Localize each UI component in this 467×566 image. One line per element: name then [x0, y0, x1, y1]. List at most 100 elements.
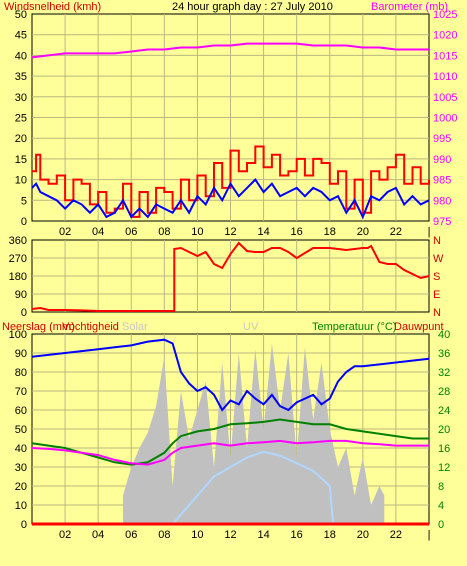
panel-3-right-ticks: 0 4 8 12 16 20 24 28 32 36 40: [438, 329, 450, 531]
series-temperatuur-line: [31, 418, 429, 466]
right-tick-label: 985: [433, 175, 451, 187]
left-tick-label: 100: [9, 329, 27, 341]
panel-1-right-ticks: 975 980 985 990 995 1000 1005 1010 1015 1020 1025: [433, 9, 457, 228]
left-tick-label: 30: [15, 92, 27, 104]
x-tick-label: 14: [257, 529, 269, 541]
x-tick-label: 06: [125, 529, 137, 541]
panel-3-right-axis-label: Temperatuur (°C): [312, 321, 396, 333]
x-tick-label: 14: [257, 226, 269, 238]
left-tick-label: 10: [15, 175, 27, 187]
left-tick-label: 20: [15, 481, 27, 493]
right-tick-label: 1005: [433, 92, 457, 104]
panel-3-series: [31, 338, 430, 526]
right-tick-label: 20: [438, 424, 450, 436]
left-tick-label: 50: [15, 9, 27, 21]
right-tick-label: 8: [438, 481, 444, 493]
x-tick-label: 20: [357, 226, 369, 238]
right-tick-label: N: [433, 235, 441, 247]
panel-1-right-axis-label: Barometer (mb): [371, 1, 448, 13]
left-tick-label: 15: [15, 154, 27, 166]
right-tick-label: W: [433, 253, 444, 265]
x-tick-label: 20: [357, 529, 369, 541]
left-tick-label: 60: [15, 405, 27, 417]
series-vochtigheid-line: [31, 338, 430, 412]
x-tick-label: 12: [224, 226, 236, 238]
x-tick-label: 02: [59, 529, 71, 541]
left-tick-label: 50: [15, 424, 27, 436]
left-tick-label: 45: [15, 30, 27, 42]
right-tick-label: 1010: [433, 71, 457, 83]
x-tick-label: 10: [191, 226, 203, 238]
right-tick-label: 12: [438, 462, 450, 474]
x-tick-label: 08: [158, 529, 170, 541]
left-tick-label: 40: [15, 443, 27, 455]
left-tick-label: 5: [21, 195, 27, 207]
panel-3-left-ticks: 0 10 20 30 40 50 60 70 80 90 100: [9, 329, 27, 531]
right-tick-label: 1015: [433, 50, 457, 62]
x-tick-label: 22: [390, 226, 402, 238]
right-tick-label: 980: [433, 195, 451, 207]
x-tick-label: 04: [92, 529, 104, 541]
series-windrichting-line: [31, 241, 430, 312]
panel-3-overlap-label-1: Solar: [122, 321, 148, 333]
right-tick-label: 1025: [433, 9, 457, 21]
series-solar-area: [32, 343, 429, 524]
left-tick-label: 180: [9, 271, 27, 283]
right-tick-label: 1000: [433, 113, 457, 125]
panel-3-left-axis-label-2: Vochtigheid: [62, 321, 119, 333]
panel-3-left-axis-label: Neerslag (mm): [2, 321, 75, 333]
panel-2-grid: [32, 240, 429, 312]
left-tick-label: 80: [15, 367, 27, 379]
right-tick-label: N: [433, 307, 441, 319]
x-tick-label: 08: [158, 226, 170, 238]
left-tick-label: 30: [15, 462, 27, 474]
right-tick-label: 36: [438, 348, 450, 360]
series-uv-line: [32, 450, 429, 525]
right-tick-label: 990: [433, 154, 451, 166]
panel-1-left-axis-label: Windsnelheid (kmh): [4, 1, 101, 13]
x-tick-label: 04: [92, 226, 104, 238]
left-tick-label: 90: [15, 289, 27, 301]
left-tick-label: 0: [21, 216, 27, 228]
x-tick-label: 16: [291, 226, 303, 238]
series-barometer-line: [31, 42, 429, 59]
left-tick-label: 35: [15, 71, 27, 83]
panel-2-series: [31, 241, 430, 312]
left-tick-label: 270: [9, 253, 27, 265]
right-tick-label: 24: [438, 405, 450, 417]
series-windsnelheid-line: [31, 178, 430, 220]
left-tick-label: 25: [15, 113, 27, 125]
x-tick-label: 10: [191, 529, 203, 541]
x-tick-label: 18: [324, 529, 336, 541]
panel-3-overlap-label-2: UV: [243, 321, 259, 333]
right-tick-label: S: [433, 271, 440, 283]
left-tick-label: 10: [15, 500, 27, 512]
right-tick-label: E: [433, 289, 440, 301]
x-tick-label: 22: [390, 529, 402, 541]
right-tick-label: 1020: [433, 30, 457, 42]
right-tick-label: 0: [438, 519, 444, 531]
series-windstoten-line: [32, 145, 430, 218]
x-tick-label: 18: [324, 226, 336, 238]
left-tick-label: 0: [21, 307, 27, 319]
chart-title: 24 hour graph day : 27 July 2010: [172, 1, 333, 13]
series-dauwpunt-line: [31, 439, 429, 466]
left-tick-label: 70: [15, 386, 27, 398]
right-tick-label: 995: [433, 133, 451, 145]
left-tick-label: 0: [21, 519, 27, 531]
panel-1-left-ticks: 0 5 10 15 20 25 30 35 40 45 50: [15, 9, 27, 228]
x-tick-label: 16: [291, 529, 303, 541]
right-tick-label: 40: [438, 329, 450, 341]
left-tick-label: 360: [9, 235, 27, 247]
panel-1-x-ticks: 02 04 06 08 10 12 14 16 18 20 22 |: [59, 226, 430, 238]
x-tick-label: 02: [59, 226, 71, 238]
panel-1-series: [31, 42, 430, 220]
x-tick-label: 06: [125, 226, 137, 238]
left-tick-label: 20: [15, 133, 27, 145]
x-tick-label: 12: [224, 529, 236, 541]
